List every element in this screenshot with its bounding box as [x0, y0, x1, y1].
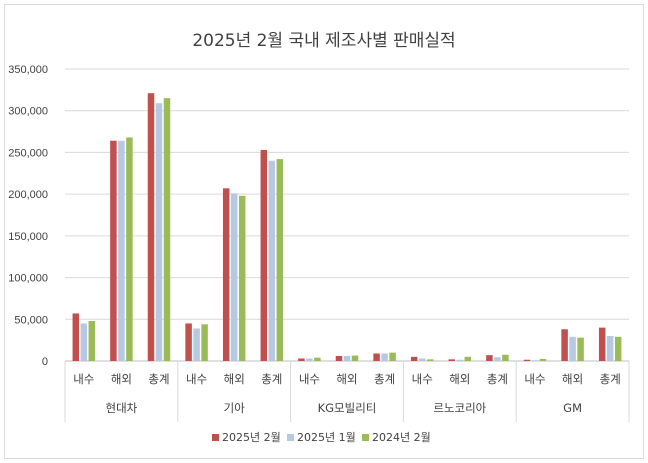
- bar-1: [298, 358, 305, 361]
- y-tick-label: 200,000: [8, 189, 48, 201]
- legend-swatch-1: [212, 434, 219, 441]
- bar-1: [72, 313, 80, 361]
- bar-3: [577, 337, 584, 361]
- x-tick-label: 총계: [148, 372, 169, 386]
- bar-3: [126, 137, 133, 361]
- bar-1: [410, 356, 418, 361]
- bar-2: [494, 357, 501, 361]
- y-axis: 0 50,000 100,000 150,000 200,000 250,000 300,0…: [8, 64, 48, 368]
- x-tick-label: 내수: [524, 372, 545, 386]
- x-tick-label: 내수: [186, 372, 207, 386]
- bar-2: [569, 336, 576, 361]
- bar-1: [598, 327, 606, 361]
- legend-label-3: 2024년 2월: [372, 431, 431, 444]
- bar-1: [147, 93, 155, 362]
- bar-2: [418, 358, 426, 361]
- bar-1: [486, 355, 493, 361]
- bar-3: [201, 324, 208, 361]
- bar-2: [193, 328, 200, 361]
- x-tick-label: 총계: [374, 372, 395, 386]
- bar-3: [238, 195, 246, 361]
- bar-3: [614, 336, 622, 361]
- group-label: KG모빌리티: [318, 401, 377, 415]
- chart-title: 2025년 2월 국내 제조사별 판매실적: [192, 31, 455, 51]
- bar-2: [531, 360, 539, 361]
- bar-3: [389, 352, 396, 361]
- bar-1: [110, 140, 117, 361]
- bar-2: [155, 103, 163, 361]
- legend-swatch-2: [287, 434, 294, 441]
- bar-1: [335, 355, 343, 361]
- bars: [72, 93, 622, 362]
- bar-3: [314, 357, 321, 361]
- bar-1: [561, 329, 568, 361]
- bar-3: [163, 98, 171, 361]
- group-label: 기아: [224, 401, 246, 415]
- x-tick-label: 총계: [600, 372, 621, 386]
- bar-3: [351, 355, 359, 361]
- legend-label-1: 2025년 2월: [222, 431, 281, 444]
- bar-3: [464, 356, 472, 361]
- x-tick-label: 해외: [562, 372, 583, 386]
- bar-3: [426, 359, 434, 361]
- bar-2: [268, 160, 276, 361]
- y-tick-label: 150,000: [8, 231, 48, 243]
- group-label: GM: [563, 401, 582, 415]
- y-tick-label: 350,000: [8, 64, 48, 76]
- bar-3: [539, 358, 547, 361]
- bar-1: [260, 149, 268, 361]
- x-tick-label: 내수: [73, 372, 94, 386]
- legend-swatch-3: [362, 434, 369, 441]
- x-tick-label: 내수: [299, 372, 320, 386]
- bar-1: [222, 188, 230, 361]
- bar-1: [373, 353, 380, 361]
- y-tick-label: 250,000: [8, 147, 48, 159]
- y-tick-label: 50,000: [14, 314, 48, 326]
- x-tick-label: 총계: [261, 372, 282, 386]
- bar-2: [306, 358, 313, 361]
- group-label: 르노코리아: [433, 401, 486, 415]
- legend: 2025년 2월 2025년 1월 2024년 2월: [212, 431, 431, 444]
- bar-3: [276, 159, 284, 361]
- bar-2: [230, 193, 238, 361]
- legend-label-2: 2025년 1월: [297, 431, 356, 444]
- x-tick-label: 총계: [487, 372, 508, 386]
- bar-1: [185, 323, 192, 361]
- bar-2: [343, 355, 351, 361]
- bar-1: [523, 359, 531, 361]
- x-tick-label: 해외: [449, 372, 470, 386]
- y-tick-label: 0: [42, 356, 48, 368]
- bar-2: [381, 353, 388, 361]
- bar-2: [456, 359, 464, 361]
- group-label: 현대차: [106, 401, 138, 415]
- bar-2: [118, 140, 125, 361]
- x-tick-label: 해외: [224, 372, 245, 386]
- x-tick-label: 해외: [111, 372, 132, 386]
- bar-3: [88, 320, 96, 361]
- x-tick-label: 내수: [412, 372, 433, 386]
- x-tick-label: 해외: [336, 372, 357, 386]
- bar-1: [448, 359, 456, 361]
- bar-3: [502, 354, 509, 361]
- y-tick-label: 100,000: [8, 273, 48, 285]
- bar-2: [606, 335, 614, 361]
- y-tick-label: 300,000: [8, 106, 48, 118]
- bar-2: [80, 323, 88, 361]
